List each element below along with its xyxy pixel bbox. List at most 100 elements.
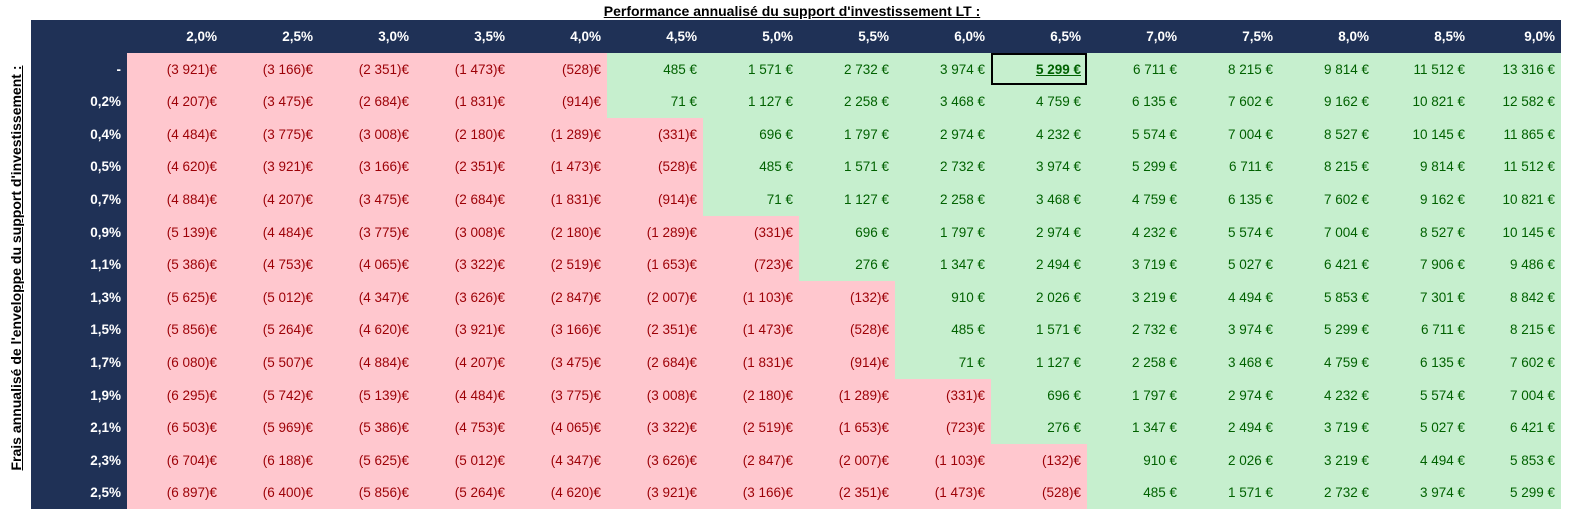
value-cell[interactable]: (2 007)€ [607, 280, 703, 314]
value-cell[interactable]: 8 527 € [1279, 117, 1375, 151]
value-cell[interactable]: 6 711 € [1375, 313, 1471, 346]
value-cell[interactable]: 9 814 € [1375, 150, 1471, 183]
value-cell[interactable]: 6 711 € [1087, 52, 1183, 86]
value-cell[interactable]: 5 299 € [1279, 313, 1375, 346]
value-cell[interactable]: 4 494 € [1375, 443, 1471, 477]
value-cell[interactable]: 13 316 € [1471, 52, 1561, 86]
value-cell[interactable]: 5 027 € [1183, 248, 1279, 281]
row-header[interactable]: 1,9% [31, 378, 127, 412]
value-cell[interactable]: (5 386)€ [127, 248, 223, 281]
column-header[interactable]: 8,0% [1279, 20, 1375, 53]
value-cell[interactable]: 3 219 € [1087, 280, 1183, 314]
value-cell[interactable]: 3 974 € [1183, 313, 1279, 346]
value-cell[interactable]: 7 004 € [1279, 215, 1375, 249]
value-cell[interactable]: 2 974 € [895, 117, 991, 151]
value-cell[interactable]: 9 814 € [1279, 52, 1375, 86]
value-cell[interactable]: 7 906 € [1375, 248, 1471, 281]
value-cell[interactable]: (331)€ [703, 215, 799, 249]
value-cell[interactable]: 2 732 € [1087, 313, 1183, 346]
column-header[interactable]: 3,0% [319, 20, 415, 53]
value-cell[interactable]: (1 103)€ [703, 280, 799, 314]
value-cell[interactable]: 696 € [799, 215, 895, 249]
value-cell[interactable]: (6 503)€ [127, 411, 223, 444]
value-cell[interactable]: 7 301 € [1375, 280, 1471, 314]
row-header[interactable]: 0,9% [31, 215, 127, 249]
value-cell[interactable]: (2 684)€ [319, 85, 415, 118]
value-cell[interactable]: 4 759 € [991, 85, 1087, 118]
value-cell[interactable]: 10 145 € [1471, 215, 1561, 249]
value-cell[interactable]: (2 519)€ [511, 248, 607, 281]
value-cell[interactable]: (3 166)€ [511, 313, 607, 346]
value-cell[interactable]: 276 € [799, 248, 895, 281]
value-cell[interactable]: (5 264)€ [223, 313, 319, 346]
value-cell[interactable]: (331)€ [607, 117, 703, 151]
value-cell[interactable]: (4 065)€ [511, 411, 607, 444]
value-cell[interactable]: 4 232 € [1279, 378, 1375, 412]
value-cell[interactable]: (6 295)€ [127, 378, 223, 412]
value-cell[interactable]: (4 484)€ [223, 215, 319, 249]
value-cell[interactable]: (3 475)€ [319, 183, 415, 216]
value-cell[interactable]: 2 494 € [1183, 411, 1279, 444]
value-cell[interactable]: 3 974 € [895, 52, 991, 86]
value-cell[interactable]: (3 008)€ [319, 117, 415, 151]
value-cell[interactable]: 3 719 € [1087, 248, 1183, 281]
value-cell[interactable]: (1 831)€ [415, 85, 511, 118]
value-cell[interactable]: (4 207)€ [127, 85, 223, 118]
value-cell[interactable]: 2 258 € [895, 183, 991, 216]
value-cell[interactable]: 2 974 € [1183, 378, 1279, 412]
value-cell[interactable]: (1 473)€ [511, 150, 607, 183]
value-cell[interactable]: 696 € [991, 378, 1087, 412]
value-cell[interactable]: (528)€ [607, 150, 703, 183]
value-cell[interactable]: 7 602 € [1279, 183, 1375, 216]
value-cell[interactable]: (4 884)€ [319, 346, 415, 379]
value-cell[interactable]: (528)€ [799, 313, 895, 346]
value-cell[interactable]: (914)€ [799, 346, 895, 379]
value-cell[interactable]: (6 188)€ [223, 443, 319, 477]
value-cell[interactable]: (3 775)€ [319, 215, 415, 249]
value-cell[interactable]: (2 847)€ [511, 280, 607, 314]
value-cell[interactable]: (528)€ [511, 52, 607, 86]
value-cell[interactable]: (723)€ [895, 411, 991, 444]
value-cell[interactable]: (3 008)€ [607, 378, 703, 412]
value-cell[interactable]: 4 232 € [1087, 215, 1183, 249]
value-cell[interactable]: 6 135 € [1375, 346, 1471, 379]
value-cell[interactable]: (5 386)€ [319, 411, 415, 444]
value-cell[interactable]: 10 821 € [1471, 183, 1561, 216]
value-cell[interactable]: (914)€ [511, 85, 607, 118]
value-cell[interactable]: (2 180)€ [511, 215, 607, 249]
value-cell[interactable]: (3 626)€ [415, 280, 511, 314]
value-cell[interactable]: 485 € [607, 52, 703, 86]
value-cell[interactable]: 2 258 € [799, 85, 895, 118]
value-cell[interactable]: 5 574 € [1087, 117, 1183, 151]
value-cell[interactable]: 276 € [991, 411, 1087, 444]
value-cell[interactable]: 4 759 € [1279, 346, 1375, 379]
value-cell[interactable]: 1 127 € [799, 183, 895, 216]
value-cell[interactable]: (5 012)€ [223, 280, 319, 314]
row-header[interactable]: 1,7% [31, 346, 127, 379]
value-cell[interactable]: (4 347)€ [319, 280, 415, 314]
value-cell[interactable]: (5 856)€ [127, 313, 223, 346]
value-cell[interactable]: (5 625)€ [127, 280, 223, 314]
value-cell[interactable]: (5 625)€ [319, 443, 415, 477]
value-cell[interactable]: (3 921)€ [223, 150, 319, 183]
value-cell[interactable]: 10 145 € [1375, 117, 1471, 151]
value-cell[interactable]: (132)€ [991, 443, 1087, 477]
value-cell[interactable]: 7 004 € [1471, 378, 1561, 412]
column-header[interactable]: 7,0% [1087, 20, 1183, 53]
value-cell[interactable]: (3 921)€ [415, 313, 511, 346]
value-cell[interactable]: 7 602 € [1471, 346, 1561, 379]
column-header[interactable]: 4,0% [511, 20, 607, 53]
value-cell[interactable]: (2 180)€ [703, 378, 799, 412]
value-cell[interactable]: (1 831)€ [511, 183, 607, 216]
row-header[interactable]: 0,4% [31, 117, 127, 151]
value-cell[interactable]: 12 582 € [1471, 85, 1561, 118]
value-cell[interactable]: 2 258 € [1087, 346, 1183, 379]
value-cell[interactable]: (6 400)€ [223, 476, 319, 509]
value-cell[interactable]: 485 € [1087, 476, 1183, 509]
value-cell[interactable]: 71 € [895, 346, 991, 379]
value-cell[interactable]: (4 207)€ [223, 183, 319, 216]
value-cell[interactable]: (1 653)€ [799, 411, 895, 444]
value-cell[interactable]: (4 620)€ [127, 150, 223, 183]
value-cell[interactable]: 9 162 € [1375, 183, 1471, 216]
value-cell[interactable]: (5 139)€ [127, 215, 223, 249]
